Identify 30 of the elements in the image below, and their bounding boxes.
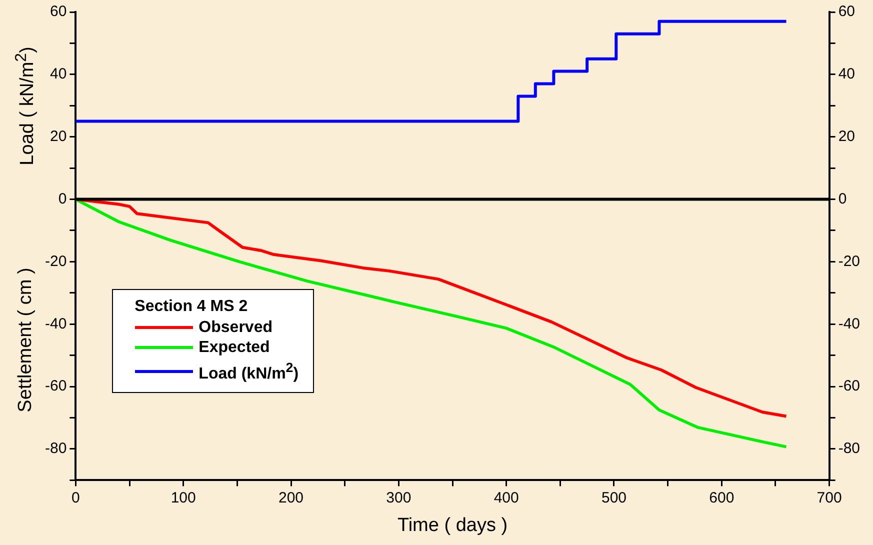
y-tick-label: 0 bbox=[58, 190, 67, 208]
y2-tick-label: -60 bbox=[838, 378, 860, 395]
legend-label: Load (kN/m$^{2}$) bbox=[198, 358, 299, 384]
y2-tick-label: 40 bbox=[838, 66, 856, 83]
y2-tick-label: 60 bbox=[838, 3, 856, 20]
y2-tick-label: 0 bbox=[838, 190, 847, 208]
legend-label: Expected bbox=[198, 338, 270, 358]
y-tick-label: 60 bbox=[50, 3, 67, 20]
y-tick-label: 20 bbox=[50, 128, 67, 145]
y-tick-label: 40 bbox=[50, 66, 67, 83]
x-tick-label: 500 bbox=[601, 489, 627, 506]
x-tick-label: 300 bbox=[386, 489, 412, 506]
y2-tick-label: -80 bbox=[838, 440, 860, 458]
legend-label: Observed bbox=[198, 318, 272, 338]
x-tick-label: 200 bbox=[278, 489, 304, 506]
y2-tick-label: -40 bbox=[838, 315, 860, 332]
y2-tick-label: -20 bbox=[838, 252, 860, 270]
y-tick-label: -80 bbox=[44, 440, 67, 458]
y2-tick-label: 20 bbox=[838, 128, 856, 145]
legend-title: Section 4 MS 2 bbox=[134, 298, 249, 316]
x-tick-label: 100 bbox=[170, 489, 196, 506]
y-tick-label: -40 bbox=[44, 315, 67, 332]
x-tick-label: 400 bbox=[494, 489, 519, 506]
y-tick-label: -60 bbox=[44, 378, 67, 395]
y-tick-label: -20 bbox=[44, 252, 67, 270]
x-tick-label: 600 bbox=[709, 489, 734, 506]
x-tick-label: 0 bbox=[72, 489, 80, 506]
x-tick-label: 700 bbox=[816, 489, 842, 506]
x-axis-title: Time ( days ) bbox=[397, 514, 508, 536]
y-axis-title: Settlement ( cm ) bbox=[15, 267, 37, 412]
